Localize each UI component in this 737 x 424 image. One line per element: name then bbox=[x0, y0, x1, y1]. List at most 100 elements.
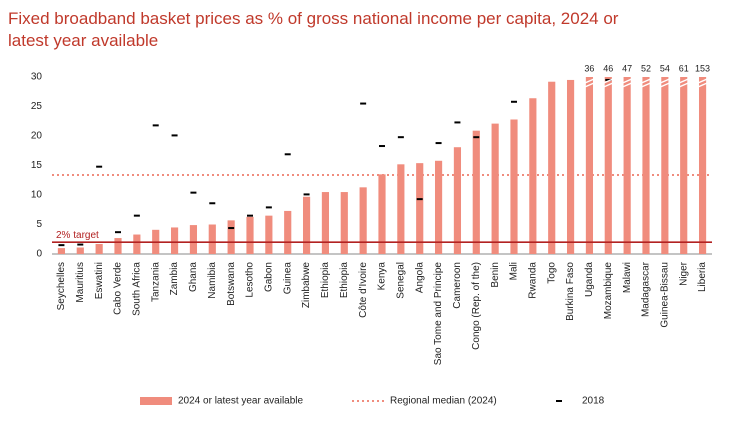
value-label: 47 bbox=[622, 63, 632, 73]
bar bbox=[57, 248, 66, 254]
x-tick-label: Kenya bbox=[377, 262, 388, 291]
bar bbox=[246, 216, 254, 254]
axis-break bbox=[659, 82, 670, 88]
legend-swatch bbox=[140, 397, 172, 405]
bar bbox=[416, 163, 424, 254]
y-tick-label: 30 bbox=[31, 72, 43, 83]
x-tick-label: Rwanda bbox=[527, 262, 538, 299]
value-label: 153 bbox=[695, 63, 710, 73]
x-tick-label: Malawi bbox=[622, 262, 633, 293]
x-tick-label: Madagascar bbox=[641, 261, 652, 317]
x-tick-label: Mozambique bbox=[603, 262, 614, 320]
x-tick-label: Sao Tome and Principe bbox=[433, 262, 444, 366]
x-tick-label: Seychelles bbox=[56, 262, 67, 310]
x-tick-label: Uganda bbox=[584, 262, 595, 297]
bar bbox=[302, 196, 311, 254]
legend-label: 2024 or latest year available bbox=[178, 396, 304, 407]
x-tick-label: Zambia bbox=[169, 262, 180, 296]
x-tick-label: Benin bbox=[490, 262, 501, 288]
x-tick-label: Senegal bbox=[395, 262, 406, 299]
bar bbox=[604, 77, 612, 254]
bar bbox=[453, 147, 462, 254]
bar bbox=[472, 130, 480, 254]
axis-break bbox=[622, 78, 633, 84]
axis-break bbox=[641, 82, 651, 88]
x-tick-label: Niger bbox=[678, 261, 689, 286]
axis-break bbox=[678, 82, 689, 88]
x-tick-label: Lesotho bbox=[245, 262, 256, 298]
bar bbox=[76, 247, 84, 254]
bar bbox=[265, 215, 273, 254]
bar bbox=[680, 77, 688, 254]
bar bbox=[208, 224, 216, 254]
bar bbox=[585, 77, 594, 254]
bar bbox=[95, 243, 103, 254]
reference-label: 2% target bbox=[56, 230, 99, 241]
x-tick-label: Ethiopia bbox=[339, 262, 350, 299]
y-tick-label: 5 bbox=[36, 219, 42, 230]
value-label: 46 bbox=[603, 63, 613, 73]
bar bbox=[434, 160, 443, 254]
x-tick-label: Ethiopia bbox=[320, 262, 331, 299]
bar bbox=[359, 187, 367, 254]
axis-break bbox=[641, 78, 651, 84]
axis-break bbox=[603, 78, 614, 84]
x-tick-label: Côte d'Ivoire bbox=[358, 262, 369, 318]
bar bbox=[510, 119, 518, 254]
y-tick-label: 10 bbox=[31, 190, 43, 201]
x-tick-label: Tanzania bbox=[150, 262, 161, 302]
value-label: 52 bbox=[641, 63, 651, 73]
bar bbox=[227, 220, 235, 254]
bar bbox=[114, 238, 122, 254]
x-tick-label: South Africa bbox=[131, 262, 142, 316]
bar bbox=[378, 174, 386, 254]
y-tick-label: 20 bbox=[31, 131, 43, 142]
bar bbox=[284, 210, 292, 254]
x-tick-label: Congo (Rep. of the) bbox=[471, 262, 482, 350]
x-tick-label: Guinea bbox=[282, 262, 293, 295]
x-tick-label: Togo bbox=[546, 262, 557, 284]
x-tick-label: Namibia bbox=[207, 262, 218, 299]
bar bbox=[397, 164, 405, 254]
legend-label: Regional median (2024) bbox=[390, 396, 497, 407]
value-label: 54 bbox=[660, 63, 670, 73]
bar bbox=[623, 77, 631, 254]
axis-break bbox=[659, 78, 670, 84]
x-tick-label: Botswana bbox=[226, 262, 237, 306]
bar bbox=[491, 123, 499, 254]
chart-title: Fixed broadband basket prices as % of gr… bbox=[8, 9, 619, 50]
bar bbox=[642, 77, 650, 254]
y-tick-label: 0 bbox=[36, 249, 42, 260]
bar bbox=[321, 192, 330, 254]
axis-break bbox=[697, 78, 708, 84]
x-tick-label: Burkina Faso bbox=[565, 262, 576, 321]
x-tick-label: Cameroon bbox=[452, 262, 463, 309]
bar bbox=[133, 234, 141, 254]
legend-label: 2018 bbox=[582, 396, 605, 407]
bar bbox=[661, 77, 669, 255]
axis-break bbox=[584, 78, 595, 84]
axis-break bbox=[697, 82, 708, 88]
x-tick-label: Eswatini bbox=[94, 262, 105, 299]
axis-break bbox=[622, 82, 633, 88]
x-tick-label: Cabo Verde bbox=[113, 262, 124, 315]
x-tick-label: Mauritius bbox=[75, 262, 86, 303]
axis-break bbox=[603, 82, 614, 88]
bar bbox=[529, 98, 537, 255]
x-tick-label: Liberia bbox=[697, 262, 708, 292]
x-tick-label: Mali bbox=[509, 262, 520, 280]
bar bbox=[548, 81, 556, 254]
x-tick-label: Guinea-Bissau bbox=[659, 262, 670, 328]
x-tick-label: Angola bbox=[414, 262, 425, 294]
x-tick-label: Gabon bbox=[263, 262, 274, 292]
y-tick-label: 25 bbox=[31, 101, 43, 112]
axis-break bbox=[678, 78, 689, 84]
bar bbox=[566, 79, 575, 254]
bar bbox=[698, 77, 707, 254]
x-tick-label: Zimbabwe bbox=[301, 262, 312, 309]
value-label: 36 bbox=[584, 63, 594, 73]
bar bbox=[170, 227, 179, 254]
plot-area bbox=[52, 77, 712, 255]
axis-break bbox=[584, 82, 595, 88]
